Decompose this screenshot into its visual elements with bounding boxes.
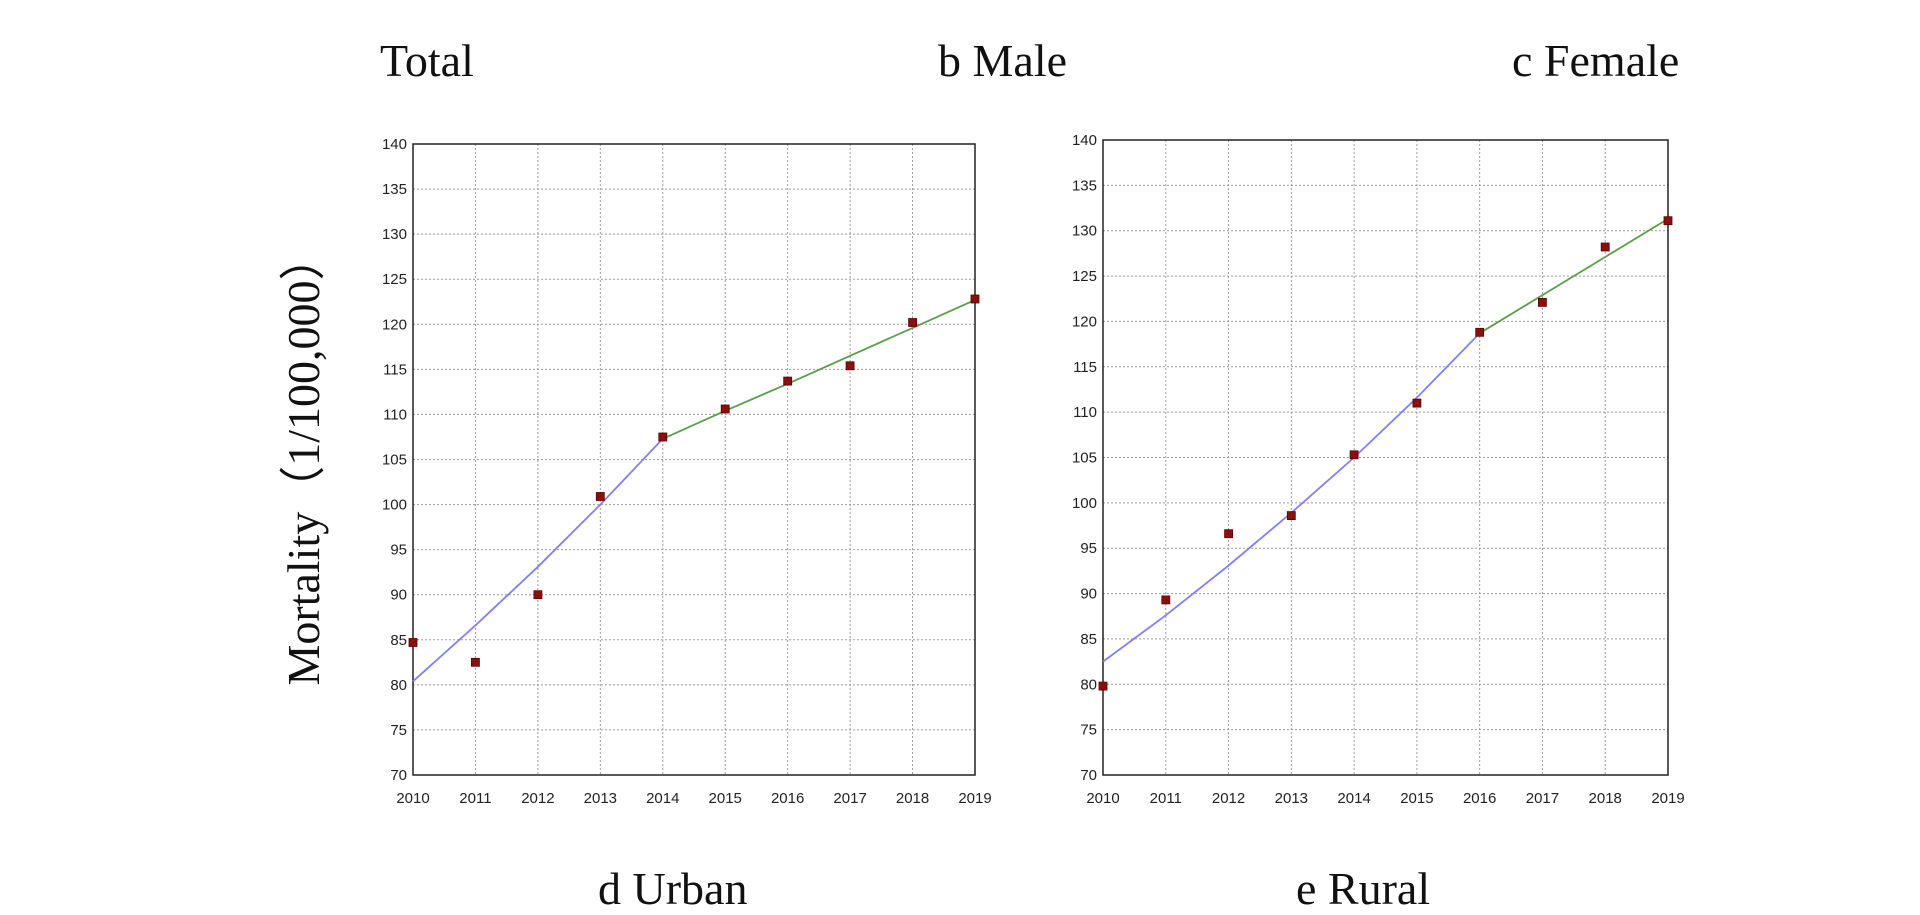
data-point: [408, 638, 418, 647]
x-tick-label: 2012: [1212, 790, 1245, 807]
y-tick-label: 130: [382, 226, 407, 243]
y-tick-label: 130: [1072, 223, 1097, 240]
x-tick-label: 2014: [1337, 790, 1370, 807]
data-point: [908, 318, 917, 327]
y-tick-label: 120: [382, 316, 407, 333]
y-tick-label: 125: [382, 271, 407, 288]
y-tick-label: 120: [1072, 313, 1097, 330]
data-point: [1475, 327, 1485, 337]
plot-frame: [412, 143, 976, 776]
panel-label-total: Total: [380, 35, 474, 86]
x-tick-label: 2010: [396, 790, 429, 807]
x-tick-label: 2013: [584, 790, 617, 807]
x-tick-label: 2012: [521, 790, 554, 807]
x-tick-label: 2016: [771, 790, 804, 807]
data-point: [1224, 529, 1233, 539]
x-tick-label: 2010: [1086, 790, 1119, 807]
x-tick-label: 2013: [1275, 790, 1308, 807]
panel-label-male: b Male: [938, 35, 1068, 86]
y-tick-label: 100: [1072, 495, 1097, 512]
y-tick-label: 95: [390, 542, 407, 559]
data-point: [1161, 595, 1171, 605]
y-tick-label: 140: [1072, 132, 1097, 149]
x-tick-label: 2017: [1526, 790, 1559, 807]
x-tick-label: 2011: [1150, 790, 1182, 807]
y-tick-label: 80: [1080, 676, 1097, 693]
y-tick-label: 125: [1072, 268, 1097, 285]
y-tick-label: 95: [1080, 540, 1097, 557]
y-tick-label: 105: [1072, 450, 1097, 467]
data-point: [1349, 450, 1359, 460]
y-tick-label: 110: [1073, 404, 1097, 421]
data-point: [470, 657, 480, 667]
y-tick-label: 110: [383, 406, 407, 423]
plot-frame: [1102, 139, 1669, 776]
data-point: [1538, 297, 1547, 307]
x-tick-label: 2017: [833, 790, 866, 807]
x-tick-label: 2019: [1651, 790, 1684, 807]
x-tick-label: 2011: [459, 790, 491, 807]
y-tick-label: 75: [1080, 722, 1097, 739]
data-point: [1412, 398, 1422, 408]
y-tick-label: 85: [390, 632, 407, 649]
x-tick-label: 2016: [1463, 790, 1496, 807]
data-point: [845, 361, 855, 371]
x-tick-label: 2018: [896, 790, 929, 807]
data-point: [1663, 216, 1673, 226]
fit-line-segment-1: [412, 438, 664, 682]
x-tick-label: 2018: [1589, 790, 1622, 807]
y-tick-label: 135: [1072, 177, 1097, 194]
rural-chart: 70 75 80 85 90 95 100 105 110 115 120 125 130 135 140 2…: [1072, 132, 1685, 807]
data-point: [720, 404, 730, 414]
data-point: [970, 294, 980, 304]
y-tick-label: 90: [390, 587, 407, 604]
y-tick-label: 90: [1080, 586, 1097, 603]
panel-label-rural: e Rural: [1296, 863, 1431, 914]
panel-label-female: c Female: [1512, 35, 1680, 86]
y-tick-label: 135: [382, 181, 407, 198]
y-tick-label: 105: [382, 452, 407, 469]
y-tick-label: 140: [382, 136, 407, 153]
data-point: [595, 492, 605, 501]
y-tick-label: 115: [1073, 359, 1097, 376]
data-point: [533, 590, 543, 600]
x-tick-label: 2015: [709, 790, 742, 807]
data-point: [1098, 681, 1108, 691]
y-tick-label: 115: [383, 361, 407, 378]
y-tick-label: 80: [390, 677, 407, 694]
data-point: [1600, 242, 1610, 252]
x-tick-label: 2014: [646, 790, 679, 807]
y-tick-label: 85: [1080, 631, 1097, 648]
y-tick-label: 100: [382, 497, 407, 514]
y-tick-label: 75: [390, 722, 407, 739]
urban-chart: 70 75 80 85 90 95 100 105 110 115 120 125 130 135 140 2…: [382, 136, 992, 807]
y-tick-label: 70: [390, 767, 407, 784]
fit-line-segment-2: [1479, 218, 1669, 334]
x-tick-label: 2015: [1400, 790, 1433, 807]
data-point: [1286, 511, 1296, 521]
data-point: [658, 432, 668, 442]
y-tick-label: 70: [1080, 767, 1097, 784]
fit-line-segment-2: [662, 299, 976, 440]
x-tick-label: 2019: [958, 790, 991, 807]
panel-label-urban: d Urban: [598, 863, 748, 914]
data-point: [783, 376, 793, 386]
